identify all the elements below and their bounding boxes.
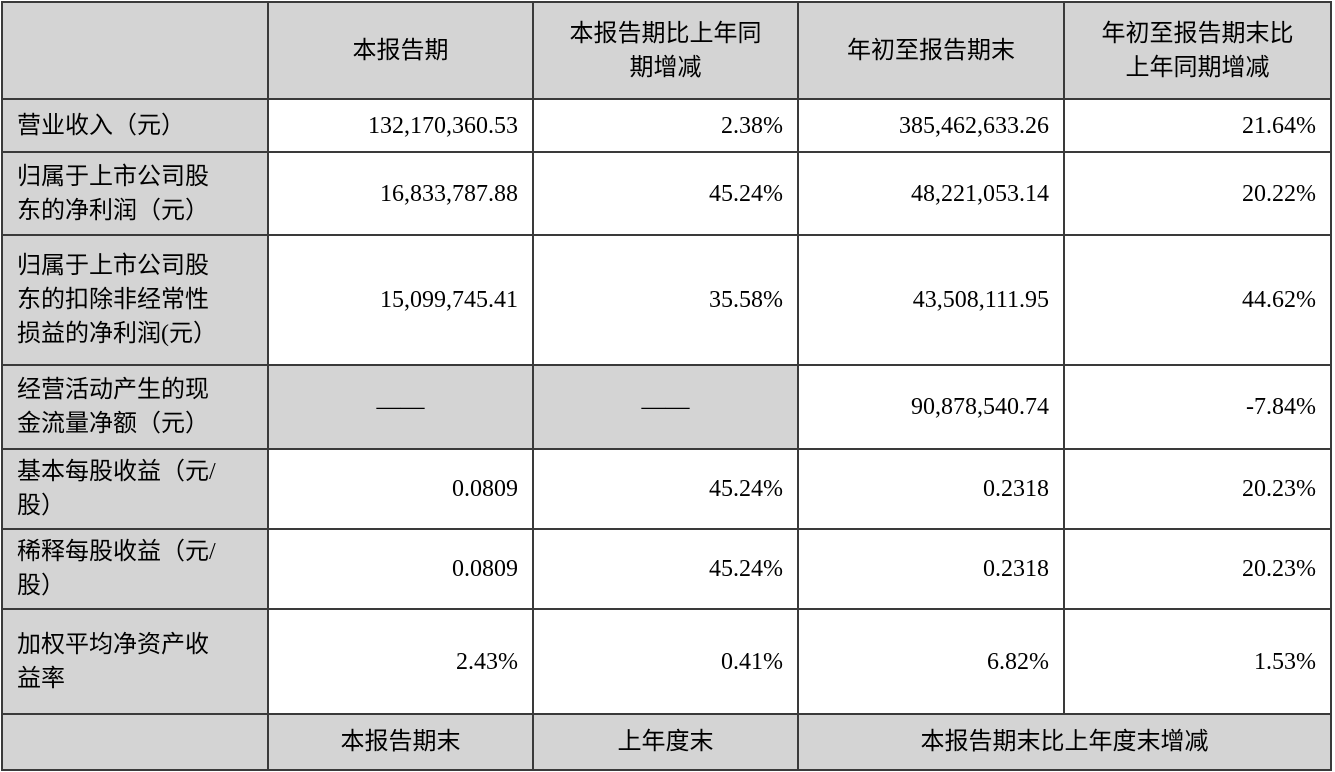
cell: 1.53% bbox=[1063, 608, 1332, 715]
cell: 90,878,540.74 bbox=[797, 364, 1065, 450]
cell: 45.24% bbox=[532, 151, 799, 236]
cell: 44.62% bbox=[1063, 234, 1332, 366]
cell: 6.82% bbox=[797, 608, 1065, 715]
cell: 45.24% bbox=[532, 528, 799, 610]
table-row: 稀释每股收益（元/ 股） 0.0809 45.24% 0.2318 20.23% bbox=[1, 528, 1332, 610]
table-row: 归属于上市公司股 东的扣除非经常性 损益的净利润(元） 15,099,745.4… bbox=[1, 234, 1332, 366]
cell: 20.23% bbox=[1063, 528, 1332, 610]
row-label: 归属于上市公司股 东的扣除非经常性 损益的净利润(元） bbox=[1, 234, 269, 366]
cell: —— bbox=[532, 364, 799, 450]
table-row: 基本每股收益（元/ 股） 0.0809 45.24% 0.2318 20.23% bbox=[1, 448, 1332, 530]
cell: 2.43% bbox=[267, 608, 534, 715]
cell: 0.2318 bbox=[797, 528, 1065, 610]
header-cell-empty bbox=[1, 1, 269, 100]
row-label: 稀释每股收益（元/ 股） bbox=[1, 528, 269, 610]
table-row: 归属于上市公司股 东的净利润（元） 16,833,787.88 45.24% 4… bbox=[1, 151, 1332, 236]
cell: -7.84% bbox=[1063, 364, 1332, 450]
header-current-yoy: 本报告期比上年同 期增减 bbox=[532, 1, 799, 100]
footer-row: 本报告期末 上年度末 本报告期末比上年度末增减 bbox=[1, 713, 1332, 771]
cell: 43,508,111.95 bbox=[797, 234, 1065, 366]
row-label: 经营活动产生的现 金流量净额（元） bbox=[1, 364, 269, 450]
row-label: 营业收入（元） bbox=[1, 98, 269, 153]
cell: 132,170,360.53 bbox=[267, 98, 534, 153]
cell: 20.23% bbox=[1063, 448, 1332, 530]
table-row: 加权平均净资产收 益率 2.43% 0.41% 6.82% 1.53% bbox=[1, 608, 1332, 715]
cell: —— bbox=[267, 364, 534, 450]
cell: 15,099,745.41 bbox=[267, 234, 534, 366]
cell: 2.38% bbox=[532, 98, 799, 153]
cell: 16,833,787.88 bbox=[267, 151, 534, 236]
cell: 21.64% bbox=[1063, 98, 1332, 153]
cell: 48,221,053.14 bbox=[797, 151, 1065, 236]
footer-prior-year-end: 上年度末 bbox=[532, 713, 799, 771]
header-ytd: 年初至报告期末 bbox=[797, 1, 1065, 100]
cell: 35.58% bbox=[532, 234, 799, 366]
footer-period-end: 本报告期末 bbox=[267, 713, 534, 771]
row-label: 归属于上市公司股 东的净利润（元） bbox=[1, 151, 269, 236]
cell: 0.41% bbox=[532, 608, 799, 715]
row-label: 加权平均净资产收 益率 bbox=[1, 608, 269, 715]
footer-cell-empty bbox=[1, 713, 269, 771]
cell: 0.0809 bbox=[267, 528, 534, 610]
table-row: 营业收入（元） 132,170,360.53 2.38% 385,462,633… bbox=[1, 98, 1332, 153]
cell: 0.2318 bbox=[797, 448, 1065, 530]
footer-change: 本报告期末比上年度末增减 bbox=[797, 713, 1332, 771]
cell: 0.0809 bbox=[267, 448, 534, 530]
header-ytd-yoy: 年初至报告期末比 上年同期增减 bbox=[1063, 1, 1332, 100]
cell: 45.24% bbox=[532, 448, 799, 530]
header-current-period: 本报告期 bbox=[267, 1, 534, 100]
header-row: 本报告期 本报告期比上年同 期增减 年初至报告期末 年初至报告期末比 上年同期增… bbox=[1, 1, 1332, 100]
table-row: 经营活动产生的现 金流量净额（元） —— —— 90,878,540.74 -7… bbox=[1, 364, 1332, 450]
row-label: 基本每股收益（元/ 股） bbox=[1, 448, 269, 530]
cell: 385,462,633.26 bbox=[797, 98, 1065, 153]
cell: 20.22% bbox=[1063, 151, 1332, 236]
